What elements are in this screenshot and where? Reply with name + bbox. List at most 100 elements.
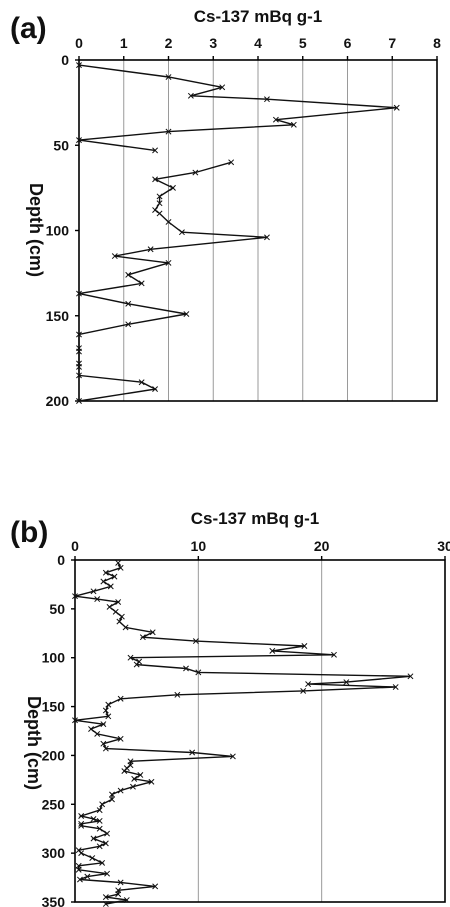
data-point — [117, 787, 124, 794]
data-point — [104, 830, 111, 837]
data-point — [96, 843, 103, 850]
data-point — [127, 654, 134, 661]
data-point — [115, 599, 122, 605]
data-point — [165, 219, 172, 225]
data-point — [90, 835, 97, 842]
data-point — [115, 891, 122, 898]
data-point — [229, 753, 236, 760]
data-point — [192, 169, 199, 176]
data-point — [107, 583, 114, 590]
data-point — [78, 822, 85, 829]
data-point — [165, 74, 172, 81]
x-tick-label: 10 — [191, 538, 207, 554]
data-point — [102, 894, 109, 901]
series-line — [78, 64, 397, 152]
data-point — [76, 876, 83, 883]
data-point — [109, 796, 115, 803]
data-point — [305, 681, 312, 688]
data-point — [121, 768, 128, 775]
data-point — [152, 176, 159, 183]
data-point — [165, 128, 172, 135]
data-point — [84, 873, 91, 880]
data-point — [112, 608, 119, 615]
data-point — [115, 559, 122, 566]
y-tick-label: 250 — [42, 796, 66, 812]
y-tick-label: 50 — [49, 601, 65, 617]
y-tick-label: 350 — [42, 894, 66, 907]
data-point — [174, 691, 181, 698]
y-tick-label: 0 — [57, 552, 65, 568]
y-axis-label: Depth (cm) — [26, 183, 46, 277]
panel-b: (b) Cs-137 mBq g-10 10 20 300501001502002503… — [10, 509, 450, 907]
x-tick-label: 0 — [75, 35, 83, 51]
y-tick-label: 50 — [53, 137, 69, 153]
chart-title: Cs-137 mBq g-1 — [194, 7, 322, 26]
data-point — [72, 717, 78, 724]
chart-title: Cs-137 mBq g-1 — [191, 509, 319, 528]
x-tick-label: 4 — [254, 35, 262, 51]
data-point — [89, 855, 96, 861]
data-point — [187, 92, 194, 99]
data-point — [183, 311, 190, 317]
data-point — [152, 883, 159, 890]
data-point — [76, 137, 82, 144]
data-point — [96, 807, 103, 814]
data-point — [138, 280, 145, 287]
x-tick-label: 6 — [344, 35, 352, 51]
y-tick-label: 150 — [42, 699, 66, 715]
data-point — [123, 897, 130, 903]
data-point — [219, 84, 226, 91]
y-tick-label: 100 — [46, 223, 70, 239]
data-point — [78, 820, 85, 827]
data-point — [148, 778, 155, 785]
data-point — [102, 707, 109, 714]
data-point — [102, 901, 109, 907]
data-point — [152, 386, 159, 393]
panel-a: (a) Cs-137 mBq g-1 0 1 2 3 4 5 6 7 8 0 50 100 150 200 De… — [10, 7, 441, 409]
data-point — [99, 801, 106, 808]
series-line — [74, 562, 411, 905]
x-tick-label: 7 — [388, 35, 396, 51]
data-point — [117, 695, 124, 702]
data-point — [170, 184, 176, 191]
data-point — [96, 825, 103, 832]
data-point — [76, 331, 82, 338]
data-point — [94, 730, 101, 737]
data-point — [138, 379, 145, 386]
x-tick-label: 30 — [437, 538, 450, 554]
data-point — [78, 850, 85, 857]
data-point — [393, 104, 400, 111]
y-tick-label: 150 — [46, 308, 70, 324]
data-point — [290, 121, 297, 128]
data-point — [76, 372, 82, 379]
data-point — [72, 593, 78, 600]
data-point — [102, 569, 109, 576]
y-tick-label: 200 — [46, 393, 70, 409]
data-point — [88, 726, 94, 732]
x-tick-label: 5 — [299, 35, 307, 51]
data-point — [125, 300, 132, 307]
data-point — [137, 772, 144, 778]
y-tick-label: 200 — [42, 747, 66, 763]
data-point — [106, 603, 113, 610]
data-point — [127, 762, 134, 769]
data-point — [100, 721, 107, 728]
data-point — [407, 673, 414, 680]
data-point — [111, 573, 118, 580]
data-point — [100, 578, 107, 585]
data-point — [125, 321, 132, 328]
data-point — [131, 775, 138, 782]
data-point — [152, 147, 159, 154]
data-point — [90, 815, 97, 822]
y-tick-label: 0 — [61, 52, 69, 68]
panel-label: (b) — [10, 516, 48, 549]
data-point — [263, 96, 270, 103]
data-point — [269, 647, 276, 654]
data-point — [78, 813, 85, 819]
data-point — [94, 596, 101, 603]
data-point — [147, 246, 154, 253]
data-point — [189, 749, 196, 756]
data-point — [343, 679, 350, 686]
data-point — [301, 643, 308, 649]
